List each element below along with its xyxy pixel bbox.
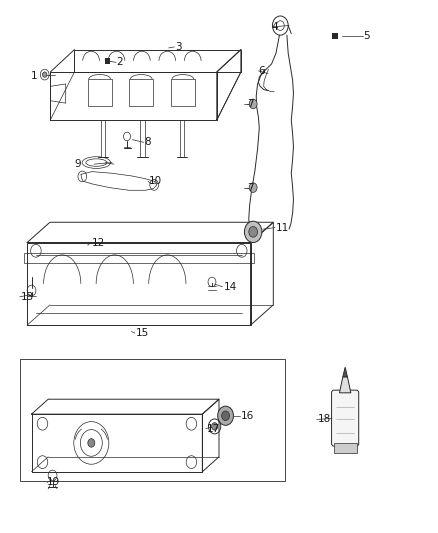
Bar xyxy=(171,79,195,106)
Circle shape xyxy=(222,411,230,421)
Bar xyxy=(332,33,338,39)
Bar xyxy=(24,253,254,263)
Text: 9: 9 xyxy=(74,159,81,169)
Bar xyxy=(105,58,110,64)
Bar xyxy=(88,79,112,106)
Text: 15: 15 xyxy=(136,328,149,338)
Text: 7: 7 xyxy=(247,99,254,109)
Circle shape xyxy=(88,439,95,447)
Text: 5: 5 xyxy=(364,31,370,41)
Circle shape xyxy=(42,72,47,77)
Circle shape xyxy=(244,221,262,243)
Bar xyxy=(334,443,357,453)
Text: 2: 2 xyxy=(116,58,123,67)
Bar xyxy=(129,79,153,106)
Text: 17: 17 xyxy=(207,424,220,433)
Text: 8: 8 xyxy=(145,138,151,147)
Text: 4: 4 xyxy=(272,22,278,31)
Circle shape xyxy=(218,406,233,425)
Text: 18: 18 xyxy=(318,415,331,424)
Text: 1: 1 xyxy=(31,71,37,80)
FancyBboxPatch shape xyxy=(332,390,359,446)
Text: 12: 12 xyxy=(92,238,105,247)
Text: 6: 6 xyxy=(258,66,265,76)
Polygon shape xyxy=(339,377,351,393)
Text: 3: 3 xyxy=(175,42,182,52)
Text: 10: 10 xyxy=(149,176,162,186)
Bar xyxy=(20,359,285,481)
Circle shape xyxy=(212,423,218,430)
Text: 7: 7 xyxy=(247,183,254,192)
Circle shape xyxy=(249,227,258,237)
Text: 11: 11 xyxy=(276,223,289,232)
Circle shape xyxy=(249,99,257,109)
Text: 13: 13 xyxy=(21,292,34,302)
Circle shape xyxy=(249,183,257,192)
Text: 19: 19 xyxy=(47,478,60,487)
Text: 14: 14 xyxy=(223,282,237,292)
Polygon shape xyxy=(343,367,347,377)
Text: 16: 16 xyxy=(241,411,254,421)
